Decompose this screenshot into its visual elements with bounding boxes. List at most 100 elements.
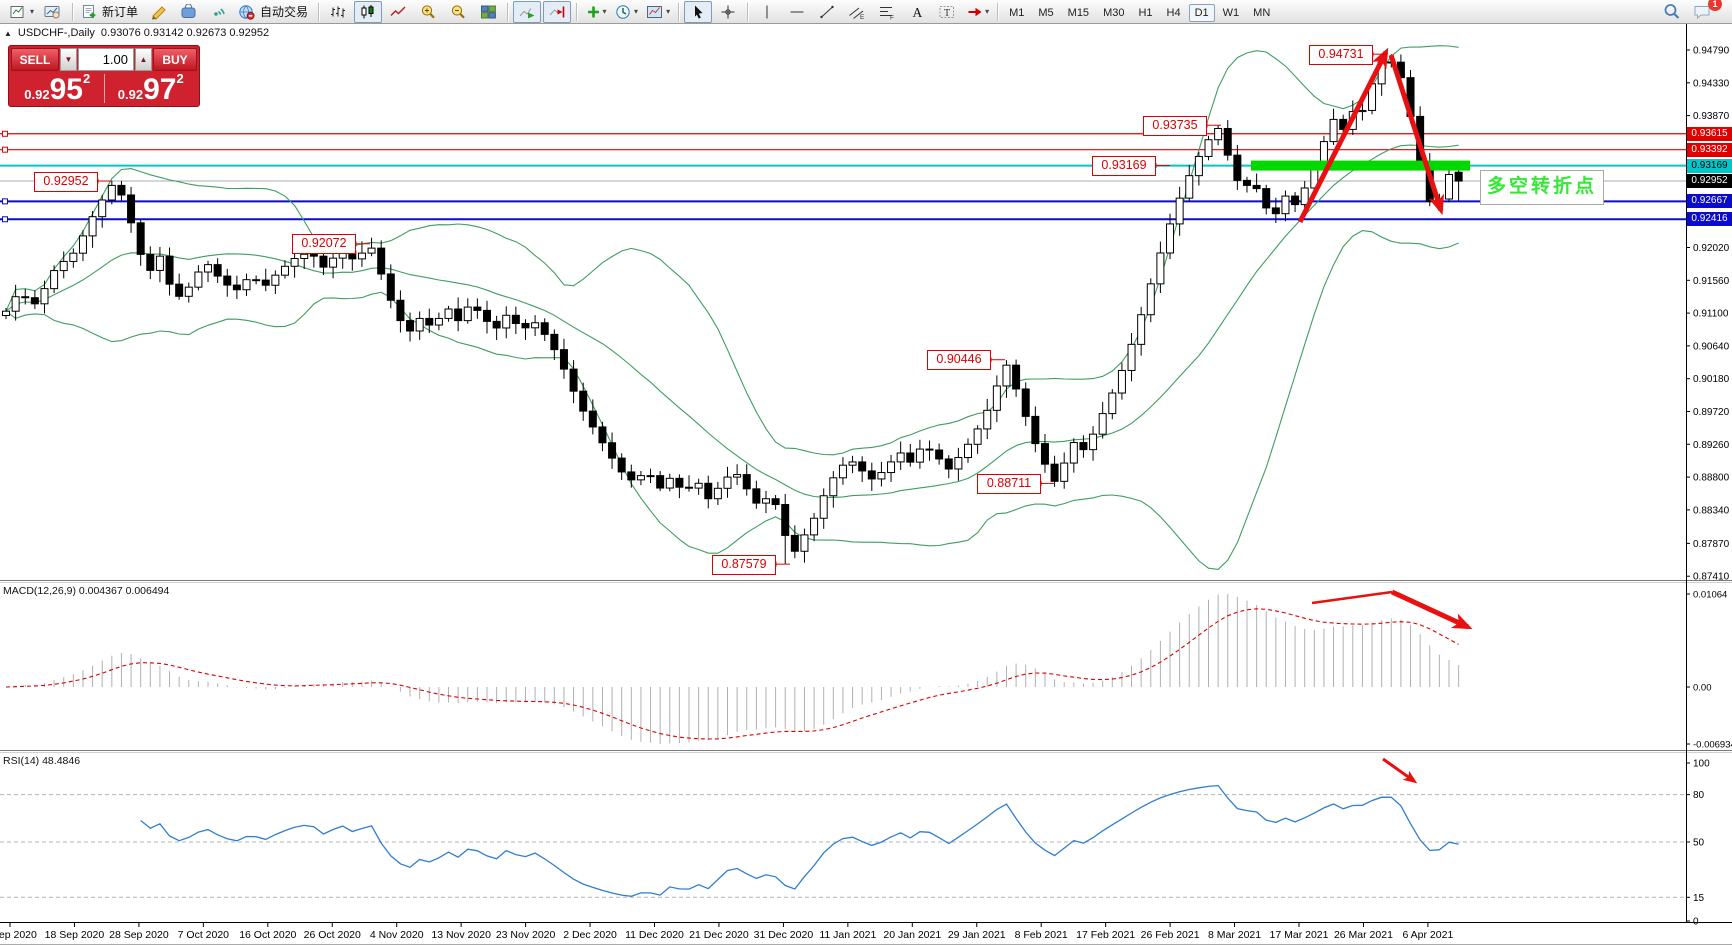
macd-down-arrow[interactable] [1390,589,1473,630]
market-button[interactable] [175,1,203,23]
volume-decrease-button[interactable]: ▼ [60,48,77,71]
candle [165,255,174,285]
profiles-button[interactable] [39,1,67,23]
chart-shift-button[interactable] [543,0,572,23]
add-indicator-button[interactable]: ▾ [582,1,610,23]
date-tick-label: 26 Feb 2021 [1141,929,1200,941]
line-chart-button[interactable] [384,1,412,23]
candle [1108,392,1117,415]
timeframe-W1[interactable]: W1 [1222,6,1240,19]
timeframe-M30[interactable]: M30 [1103,6,1125,19]
text-label-tool[interactable]: T [933,1,961,23]
candle [1300,187,1309,206]
candle [1271,207,1280,215]
price-callout-0.93169[interactable]: 0.93169 [1092,156,1156,177]
vertical-line-tool[interactable] [753,1,781,23]
date-tick-label: 8 Mar 2021 [1208,929,1261,941]
down-impulse-arrow[interactable] [1388,54,1445,216]
crosshair-button[interactable] [714,1,742,23]
bar-chart-button[interactable] [324,1,352,23]
price-callout-0.92952[interactable]: 0.92952 [34,171,98,192]
candle [136,222,145,255]
equidistant-channel-tool[interactable]: E [843,1,871,23]
rsi-axis-label: 100 [1693,759,1710,770]
signals-button[interactable] [205,1,233,23]
candle [848,461,857,466]
line-handle[interactable] [2,198,8,205]
candle [40,288,49,305]
price-tick-label: 0.91100 [1693,309,1729,320]
timeframe-D1[interactable]: D1 [1188,3,1215,22]
trendline-tool[interactable] [813,1,841,23]
timeframe-M15[interactable]: M15 [1067,6,1090,19]
annotation-label[interactable]: 多空转折点 [1480,170,1604,205]
up-impulse-arrow[interactable] [1297,47,1389,223]
volume-input[interactable] [78,48,134,71]
price-callout-0.90446[interactable]: 0.90446 [927,350,991,371]
candle [483,309,491,322]
candle [444,308,453,319]
timeframe-M1[interactable]: M1 [1009,6,1025,19]
cursor-button[interactable] [684,0,713,23]
tile-windows-button[interactable] [474,1,502,23]
sell-button[interactable]: SELL [11,48,59,71]
new-chart-button[interactable]: ▾ [7,1,37,23]
sell-price[interactable]: 0.92 95 2 [11,72,104,105]
price-callout-0.93735[interactable]: 0.93735 [1143,115,1207,136]
auto-scroll-button[interactable] [513,0,542,23]
period-button[interactable]: ▾ [612,1,641,23]
horizontal-line-icon [790,11,804,12]
candle [617,457,626,473]
svg-text:A: A [913,5,923,20]
price-callout-0.88711[interactable]: 0.88711 [977,473,1041,494]
toolbar-separator [576,2,578,21]
macd-trend-line[interactable] [1311,590,1393,605]
trendline-icon [820,5,834,18]
bollinger-upper-band[interactable] [5,45,1459,456]
price-callout-0.92072[interactable]: 0.92072 [292,234,356,255]
line-handle[interactable] [2,146,8,153]
candle [790,534,799,552]
timeframe-H1[interactable]: H1 [1138,6,1153,19]
candlestick-chart-button[interactable] [354,0,383,23]
price-tick-label: 0.89260 [1693,440,1730,451]
chat-button[interactable]: 1 [1688,0,1722,23]
rsi-down-arrow[interactable] [1382,757,1418,784]
arrows-tool[interactable]: ▾ [963,1,992,23]
price-callout-0.94731[interactable]: 0.94731 [1309,44,1373,65]
timeframe-H4[interactable]: H4 [1166,6,1181,19]
zoom-out-icon [451,4,465,19]
zoom-out-button[interactable] [444,1,472,23]
volume-increase-button[interactable]: ▲ [135,48,152,71]
support-highlight-bar[interactable] [1251,160,1470,171]
autotrading-button[interactable]: 自动交易 [235,1,313,23]
candle [1214,127,1223,141]
zoom-in-button[interactable] [414,1,442,23]
candle [1137,314,1146,345]
bollinger-lower-band[interactable] [5,230,1459,570]
candle [1252,184,1261,190]
horizontal-line-tool[interactable] [783,1,811,23]
timeframe-MN[interactable]: MN [1253,6,1271,19]
metaeditor-button[interactable] [145,1,173,23]
line-handle[interactable] [2,130,8,137]
collapse-arrow-icon[interactable]: ▲ [4,28,12,38]
bollinger-middle-band[interactable] [5,144,1459,498]
text-tool[interactable]: A [903,1,931,23]
fibonacci-tool[interactable]: F [873,1,901,23]
candle [1069,442,1078,464]
line-handle[interactable] [2,216,8,223]
search-button[interactable] [1658,1,1686,23]
buy-price[interactable]: 0.92 97 2 [105,72,198,105]
timeframe-M5[interactable]: M5 [1038,6,1054,19]
templates-button[interactable]: ▾ [643,1,673,23]
candle [329,257,338,268]
price-callout-0.87579[interactable]: 0.87579 [712,554,776,575]
candle [1329,118,1338,143]
new-order-button[interactable]: 新订单 [78,1,143,23]
price-tick-label: 0.93870 [1693,111,1730,122]
svg-text:E: E [860,14,865,20]
buy-button[interactable]: BUY [153,48,197,71]
